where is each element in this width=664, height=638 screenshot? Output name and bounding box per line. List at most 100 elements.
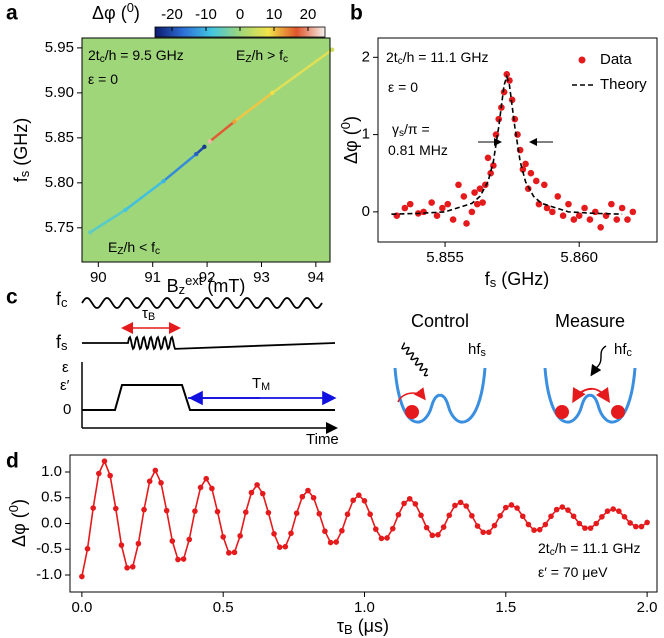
text-part: s bbox=[61, 338, 68, 353]
data-point bbox=[310, 494, 317, 501]
annotation: ε′ = 70 μeV bbox=[538, 564, 608, 580]
trace-segment bbox=[124, 180, 165, 211]
colorbar-tick-label: -10 bbox=[195, 6, 217, 23]
data-point bbox=[525, 521, 532, 528]
text-part: hf bbox=[468, 341, 481, 358]
data-point bbox=[220, 534, 226, 540]
data-point bbox=[429, 532, 436, 539]
y-axis-label: fs (GHz) bbox=[11, 118, 33, 183]
data-point bbox=[367, 511, 373, 518]
data-point bbox=[406, 495, 413, 502]
text-part: B bbox=[344, 622, 353, 637]
colorbar-tick-label: -20 bbox=[161, 6, 183, 23]
data-point bbox=[327, 539, 334, 546]
annotation: ε = 0 bbox=[88, 71, 118, 87]
data-point bbox=[502, 504, 509, 511]
data-point bbox=[339, 527, 345, 534]
text-part: c bbox=[100, 54, 105, 65]
photon bbox=[590, 345, 607, 377]
annotation: 2tc/h = 11.1 GHz bbox=[386, 49, 488, 67]
data-point bbox=[553, 506, 560, 513]
heatmap-background bbox=[82, 38, 330, 262]
data-point bbox=[423, 524, 430, 531]
data-point bbox=[599, 514, 605, 520]
data-point bbox=[129, 563, 136, 570]
data-point bbox=[444, 200, 452, 208]
data-point bbox=[581, 204, 588, 212]
data-point bbox=[473, 200, 481, 208]
data-point bbox=[175, 556, 181, 563]
x-tick-label: 5.860 bbox=[560, 249, 598, 266]
data-point bbox=[412, 501, 419, 507]
data-point bbox=[491, 522, 498, 529]
text-part: ε = 0 bbox=[388, 79, 418, 95]
data-point bbox=[372, 526, 379, 532]
text-part: c bbox=[550, 547, 555, 558]
axes-frame bbox=[81, 37, 331, 263]
text-part: f bbox=[485, 269, 491, 289]
text-part: τ bbox=[337, 616, 344, 636]
data-point bbox=[457, 499, 464, 506]
text-part: 0 bbox=[127, 0, 134, 15]
data-point bbox=[535, 200, 543, 208]
text-part: ε′ = 70 μeV bbox=[538, 564, 608, 580]
y-tick-label: -1.0 bbox=[36, 566, 62, 583]
data-point bbox=[428, 199, 435, 206]
data-point bbox=[146, 478, 153, 485]
text-part: T bbox=[252, 375, 261, 392]
trace-segment bbox=[271, 48, 333, 94]
data-point bbox=[576, 520, 583, 527]
data-point bbox=[570, 216, 578, 223]
data-point bbox=[638, 523, 645, 530]
data-point bbox=[468, 208, 476, 216]
trace-point bbox=[270, 90, 275, 96]
data-point bbox=[532, 177, 540, 185]
data-point bbox=[492, 131, 500, 138]
electron bbox=[405, 405, 419, 419]
data-point bbox=[231, 549, 238, 556]
y-tick-label: 0.0 bbox=[41, 514, 62, 531]
data-point bbox=[486, 529, 492, 536]
data-point bbox=[508, 502, 515, 508]
y-tick-label: 0.5 bbox=[41, 489, 62, 506]
data-point bbox=[541, 181, 548, 189]
data-point bbox=[479, 199, 486, 206]
x-tick-label: 5.855 bbox=[426, 249, 464, 266]
x-axis-label: τB (μs) bbox=[337, 616, 389, 638]
text-part: Δφ ( bbox=[9, 512, 29, 547]
data-point bbox=[575, 212, 583, 220]
data-point bbox=[101, 458, 108, 464]
data-point bbox=[316, 510, 323, 517]
data-point bbox=[282, 543, 289, 550]
double-well bbox=[393, 367, 487, 424]
data-point bbox=[565, 507, 571, 513]
x-tick-label: 0.5 bbox=[213, 599, 234, 616]
theory-line bbox=[391, 73, 623, 215]
data-point bbox=[440, 524, 447, 530]
data-point bbox=[570, 513, 577, 520]
electron bbox=[555, 405, 569, 419]
fc-wave bbox=[81, 297, 323, 309]
data-point bbox=[452, 502, 458, 509]
text-part: s bbox=[481, 347, 487, 359]
schematic-label: TM bbox=[252, 375, 270, 393]
text-part: /h = 11.1 GHz bbox=[403, 49, 489, 65]
text-part: 0 bbox=[338, 122, 353, 129]
data-point bbox=[288, 530, 294, 537]
text-part: s bbox=[17, 170, 32, 177]
text-part: hf bbox=[614, 341, 627, 358]
data-point bbox=[480, 529, 486, 536]
data-point bbox=[158, 480, 164, 486]
data-point bbox=[542, 521, 549, 528]
data-point bbox=[531, 527, 537, 533]
data-point bbox=[484, 154, 492, 162]
x-tick-label: 91 bbox=[144, 269, 161, 286]
annotation: EZ/h < fc bbox=[108, 239, 160, 257]
data-point bbox=[587, 525, 594, 531]
y-tick-label: 1 bbox=[362, 126, 370, 143]
data-point bbox=[608, 200, 615, 208]
data-point bbox=[621, 514, 628, 520]
spin-arrow bbox=[397, 387, 426, 403]
data-point bbox=[395, 511, 402, 518]
